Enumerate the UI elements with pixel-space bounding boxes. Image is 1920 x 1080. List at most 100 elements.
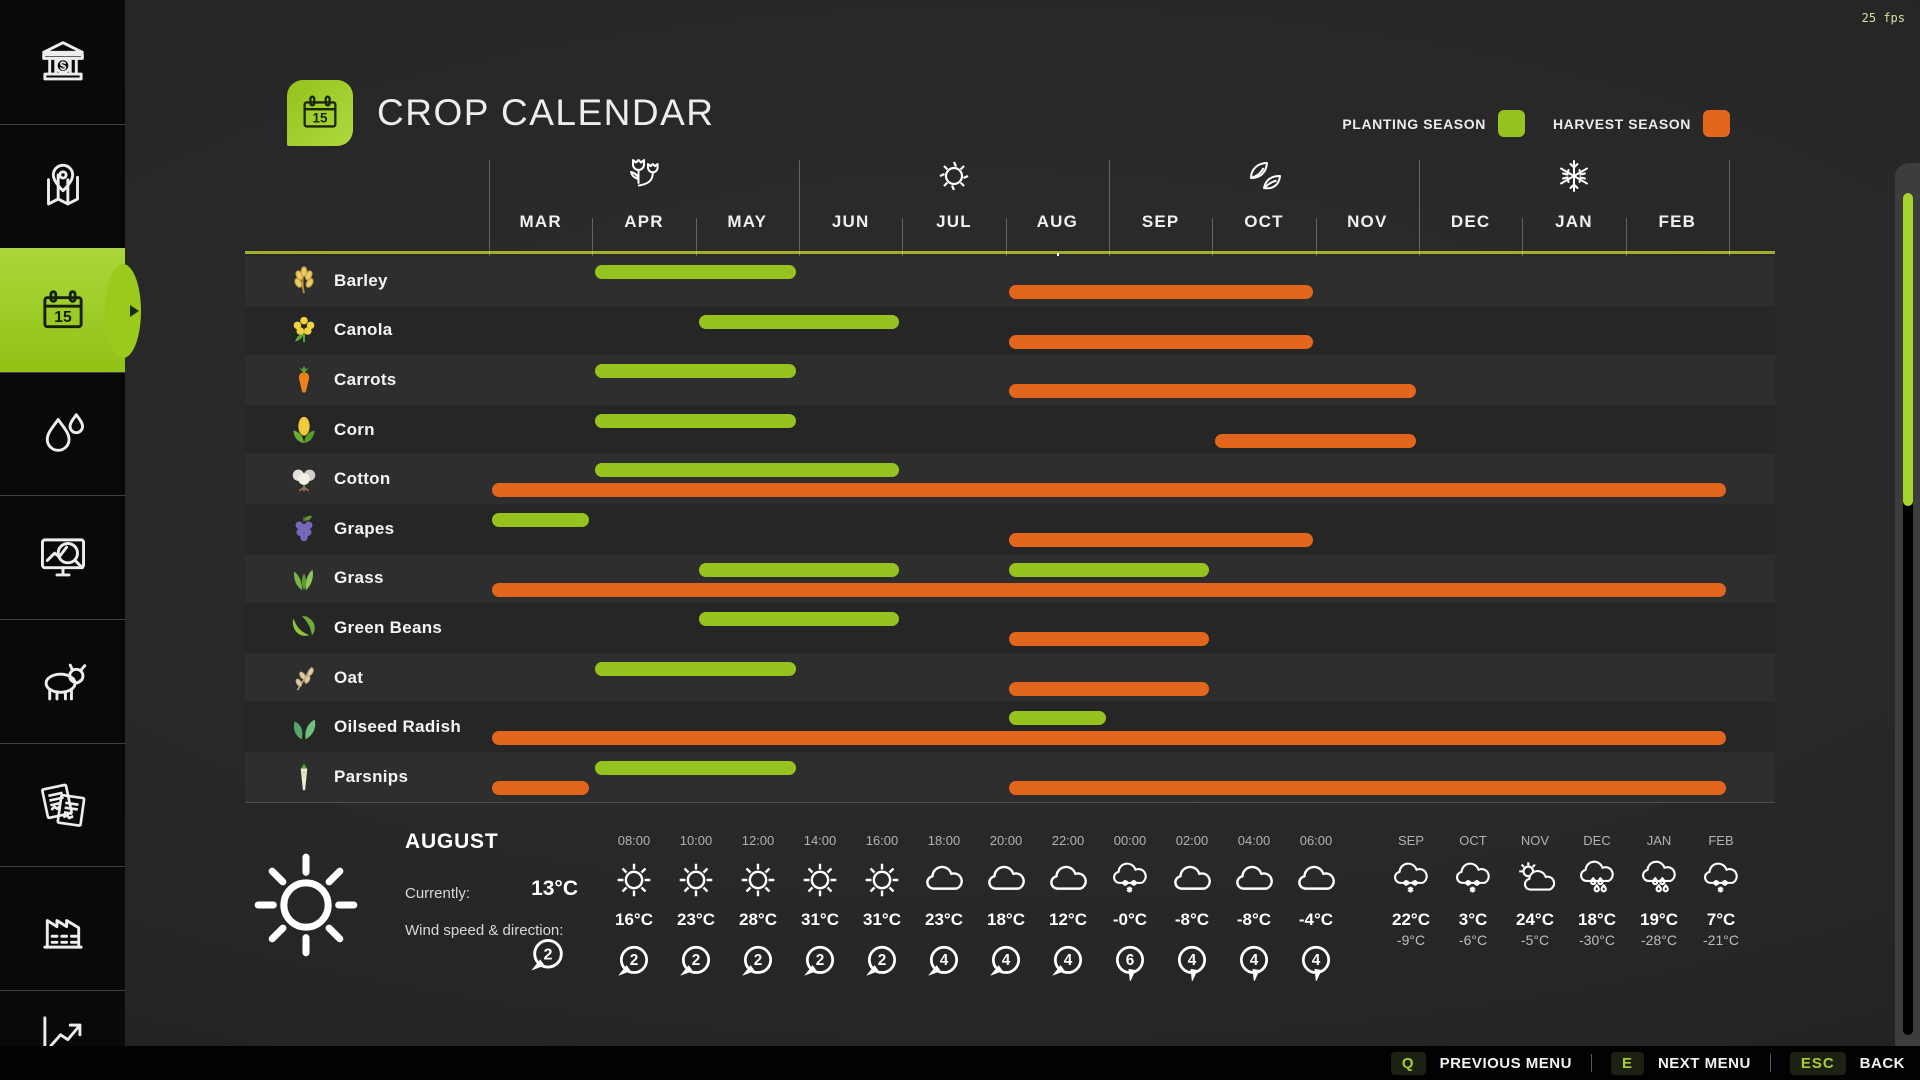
shortcut-label[interactable]: BACK [1859, 1054, 1905, 1072]
wind-direction-badge: 4 [987, 943, 1025, 981]
market-stats-icon [34, 529, 92, 587]
harvest-bar [1008, 533, 1313, 547]
oat-icon [289, 663, 319, 693]
forecast-time: 02:00 [1175, 833, 1209, 848]
harvest-bar [1008, 384, 1416, 399]
production-icon [34, 900, 92, 958]
scrollbar-track[interactable] [1903, 193, 1913, 1035]
svg-text:15: 15 [313, 111, 328, 126]
sidebar-item-map[interactable] [0, 124, 125, 248]
key-badge-e[interactable]: E [1610, 1051, 1644, 1075]
shortcut-separator [1590, 1054, 1592, 1072]
hourly-forecast-column: 08:00 16°C 2 [603, 833, 665, 981]
harvest-bar [492, 582, 1726, 597]
forecast-temperature: 18°C [987, 910, 1025, 929]
crop-name: Barley [334, 270, 388, 290]
month-header-sep: SEP [1141, 212, 1180, 231]
planting-bar [698, 314, 900, 329]
key-badge-q[interactable]: Q [1390, 1051, 1426, 1075]
forecast-time: 18:00 [927, 833, 961, 848]
planting-bar [698, 562, 900, 577]
crop-row-grass: Grass [245, 553, 1775, 604]
crop-row-oilseed-radish: Oilseed Radish [245, 702, 1775, 752]
forecast-time: 12:00 [741, 833, 775, 848]
forecast-high-temp: 22°C [1392, 910, 1430, 929]
sidebar-item-contracts[interactable] [0, 743, 125, 866]
corn-icon [289, 415, 319, 445]
crop-label-cell: Grass [289, 554, 384, 604]
shortcut-bar: Q PREVIOUS MENU E NEXT MENU ESC BACK [0, 1046, 1920, 1080]
canola-icon [289, 315, 319, 345]
monthly-forecast-column: JAN 19°C -28°C [1628, 833, 1690, 948]
forecast-time: 14:00 [803, 833, 837, 848]
crop-calendar-chart: MAR APR MAY JUN JUL AUG SEP OCT NOV DEC JAN FEB Barl… [245, 150, 1775, 806]
monthly-forecast-column: FEB 7°C -21°C [1690, 833, 1752, 948]
sidebar-item-calendar[interactable]: 15 [0, 248, 125, 372]
harvest-bar [492, 483, 1726, 498]
crop-label-cell: Parsnips [289, 752, 408, 802]
forecast-temperature: 23°C [925, 910, 963, 929]
forecast-time: 10:00 [679, 833, 713, 848]
month-header-oct: OCT [1244, 212, 1284, 231]
forecast-temperature: 23°C [677, 910, 715, 929]
sidebar-item-animals[interactable] [0, 619, 125, 743]
parsnips-icon [289, 762, 319, 792]
forecast-temperature: -4°C [1298, 910, 1334, 929]
cloud-icon [1293, 857, 1339, 903]
planting-bar [595, 265, 796, 279]
forecast-low-temp: -21°C [1703, 932, 1739, 948]
chart-bottom-line [245, 802, 1775, 803]
forecast-low-temp: -28°C [1641, 932, 1677, 948]
scrollbar-thumb[interactable] [1903, 193, 1913, 506]
forecast-temperature: 12°C [1049, 910, 1087, 929]
scrollbar [1895, 163, 1920, 1047]
forecast-temperature: -8°C [1236, 910, 1272, 929]
crop-row-canola: Canola [245, 305, 1775, 356]
sun-icon [735, 857, 781, 903]
sidebar-item-water-drops[interactable] [0, 372, 125, 495]
contracts-icon [34, 776, 92, 834]
shortcut-label[interactable]: NEXT MENU [1657, 1054, 1751, 1072]
legend-swatch [1703, 110, 1730, 137]
shortcut-label[interactable]: PREVIOUS MENU [1439, 1054, 1572, 1072]
key-badge-esc[interactable]: ESC [1789, 1051, 1846, 1075]
crop-name: Parsnips [334, 766, 409, 786]
forecast-month: NOV [1520, 833, 1550, 848]
month-header-nov: NOV [1347, 212, 1388, 231]
cloud-icon [1231, 857, 1277, 903]
planting-bar [595, 661, 796, 676]
planting-bar [595, 761, 796, 775]
forecast-month: SEP [1397, 833, 1424, 848]
forecast-high-temp: 24°C [1516, 910, 1554, 929]
planting-bar [698, 612, 900, 627]
carrots-icon [289, 365, 319, 395]
forecast-month: FEB [1708, 833, 1734, 848]
svg-text:2: 2 [754, 952, 763, 969]
month-header-apr: APR [624, 212, 664, 231]
wind-direction-badge: 4 [1235, 943, 1273, 983]
monthly-forecast-column: OCT 3°C -6°C [1442, 833, 1504, 948]
sun-icon [611, 857, 657, 903]
harvest-bar [1008, 334, 1313, 349]
sidebar-item-bank[interactable]: $ [0, 0, 125, 124]
svg-text:4: 4 [1002, 952, 1011, 969]
wind-direction-badge: 2 [528, 936, 568, 976]
green-beans-icon [289, 613, 319, 643]
wind-direction-badge: 2 [739, 943, 777, 981]
legend-item: PLANTING SEASON [1342, 110, 1525, 137]
monthly-forecast-column: DEC 18°C -30°C [1566, 833, 1628, 948]
svg-text:2: 2 [630, 952, 639, 969]
fps-counter: 25 fps [1861, 11, 1905, 25]
oilseed-radish-icon [289, 712, 319, 742]
month-header-aug: AUG [1036, 212, 1078, 231]
water-drops-icon [34, 405, 92, 463]
crop-name: Canola [334, 320, 393, 340]
sidebar-item-market-stats[interactable] [0, 495, 125, 619]
svg-text:15: 15 [54, 308, 72, 325]
forecast-high-temp: 3°C [1458, 910, 1488, 929]
crop-name: Green Beans [334, 617, 443, 637]
cloud-rain-icon [1574, 857, 1620, 903]
sidebar-item-production[interactable] [0, 866, 125, 990]
cloud-snow-icon [1388, 857, 1434, 903]
